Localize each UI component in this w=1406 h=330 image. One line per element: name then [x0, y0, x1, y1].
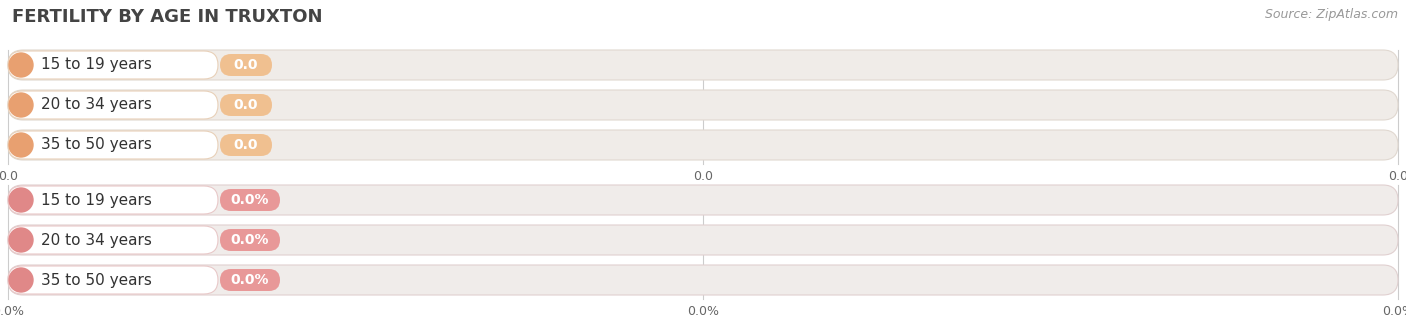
Text: 20 to 34 years: 20 to 34 years [41, 233, 152, 248]
FancyBboxPatch shape [8, 51, 218, 79]
Text: 0.0: 0.0 [0, 170, 18, 183]
Text: 0.0%: 0.0% [231, 193, 270, 207]
FancyBboxPatch shape [8, 50, 1398, 80]
FancyBboxPatch shape [219, 54, 271, 76]
Text: 0.0: 0.0 [233, 138, 259, 152]
Text: Source: ZipAtlas.com: Source: ZipAtlas.com [1265, 8, 1398, 21]
Text: 0.0%: 0.0% [688, 305, 718, 318]
Circle shape [8, 53, 32, 77]
Text: 15 to 19 years: 15 to 19 years [41, 57, 152, 73]
Circle shape [8, 268, 32, 292]
Circle shape [8, 188, 32, 212]
Text: 0.0%: 0.0% [231, 273, 270, 287]
Text: 0.0: 0.0 [1388, 170, 1406, 183]
Text: 15 to 19 years: 15 to 19 years [41, 192, 152, 208]
Text: 35 to 50 years: 35 to 50 years [41, 138, 152, 152]
FancyBboxPatch shape [8, 185, 1398, 215]
FancyBboxPatch shape [8, 130, 1398, 160]
FancyBboxPatch shape [219, 229, 280, 251]
FancyBboxPatch shape [8, 186, 218, 214]
Circle shape [8, 133, 32, 157]
FancyBboxPatch shape [8, 225, 1398, 255]
FancyBboxPatch shape [8, 91, 218, 119]
FancyBboxPatch shape [8, 131, 218, 159]
FancyBboxPatch shape [8, 265, 1398, 295]
Text: 0.0: 0.0 [693, 170, 713, 183]
Text: 0.0%: 0.0% [1382, 305, 1406, 318]
Text: 0.0%: 0.0% [231, 233, 270, 247]
Text: FERTILITY BY AGE IN TRUXTON: FERTILITY BY AGE IN TRUXTON [13, 8, 322, 26]
Circle shape [8, 228, 32, 252]
Text: 0.0: 0.0 [233, 58, 259, 72]
Text: 0.0: 0.0 [233, 98, 259, 112]
FancyBboxPatch shape [8, 266, 218, 294]
Text: 20 to 34 years: 20 to 34 years [41, 97, 152, 113]
FancyBboxPatch shape [219, 134, 271, 156]
FancyBboxPatch shape [8, 226, 218, 254]
FancyBboxPatch shape [219, 189, 280, 211]
FancyBboxPatch shape [8, 90, 1398, 120]
Text: 35 to 50 years: 35 to 50 years [41, 273, 152, 287]
Circle shape [8, 93, 32, 117]
FancyBboxPatch shape [219, 269, 280, 291]
Text: 0.0%: 0.0% [0, 305, 24, 318]
FancyBboxPatch shape [219, 94, 271, 116]
